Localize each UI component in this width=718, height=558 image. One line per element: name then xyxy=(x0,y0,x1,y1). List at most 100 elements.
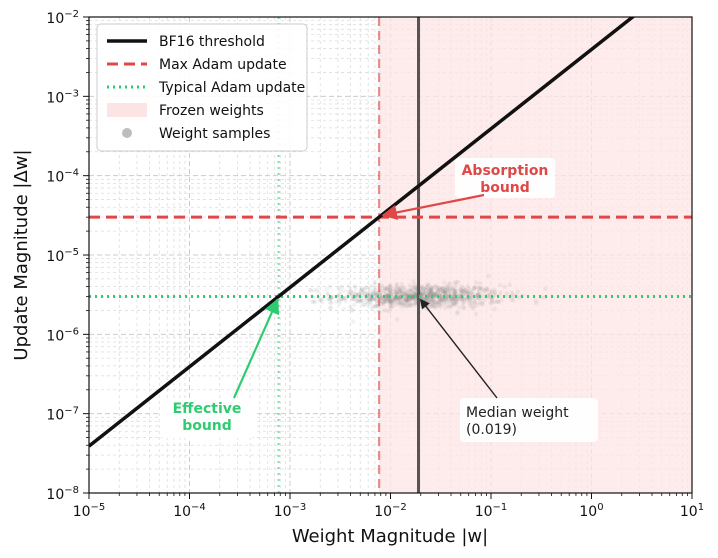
weight-sample-point xyxy=(395,299,400,304)
weight-sample-point xyxy=(405,297,410,303)
weight-sample-point xyxy=(399,304,404,309)
weight-sample-point xyxy=(352,289,357,294)
weight-sample-point xyxy=(336,298,341,304)
weight-sample-point xyxy=(355,293,360,299)
weight-sample-point xyxy=(329,300,334,305)
weight-sample-point xyxy=(406,300,411,305)
series-lines xyxy=(89,17,692,493)
weight-sample-point xyxy=(396,296,401,301)
weight-sample-point xyxy=(408,296,413,301)
weight-sample-point xyxy=(394,297,399,302)
weight-sample-point xyxy=(426,294,431,300)
weight-sample-point xyxy=(337,301,342,306)
weight-sample-point xyxy=(396,300,402,305)
weight-sample-point xyxy=(396,295,402,300)
weight-sample-point xyxy=(384,294,390,300)
weight-sample-point xyxy=(468,296,474,301)
weight-sample-point xyxy=(452,300,458,306)
weight-sample-point xyxy=(488,300,493,306)
weight-sample-point xyxy=(471,286,477,292)
weight-sample-point xyxy=(438,294,443,299)
absorption-label: Absorption xyxy=(462,163,549,179)
weight-sample-point xyxy=(454,297,459,302)
weight-sample-point xyxy=(464,287,469,293)
weight-sample-point xyxy=(409,297,415,302)
weight-sample-point xyxy=(489,290,495,295)
weight-sample-point xyxy=(507,282,512,287)
weight-sample-point xyxy=(412,297,418,302)
weight-sample-point xyxy=(437,286,442,291)
weight-sample-point xyxy=(404,297,409,302)
weight-sample-point xyxy=(431,291,436,296)
weight-sample-point xyxy=(451,301,456,306)
weight-sample-point xyxy=(458,296,463,302)
weight-sample-point xyxy=(399,300,404,306)
x-tick-label: 10−5 xyxy=(73,502,106,520)
weight-sample-point xyxy=(407,283,412,288)
weight-sample-point xyxy=(357,299,363,305)
weight-sample-point xyxy=(428,288,433,293)
weight-sample-point xyxy=(455,299,460,304)
weight-sample-point xyxy=(441,289,446,294)
weight-sample-point xyxy=(324,287,329,292)
weight-sample-point xyxy=(328,305,333,310)
weight-sample-point xyxy=(369,297,375,302)
weight-sample-point xyxy=(339,296,345,301)
weight-sample-point xyxy=(452,291,458,297)
weight-sample-point xyxy=(366,293,371,299)
weight-sample-point xyxy=(384,299,389,305)
weight-sample-point xyxy=(452,300,457,306)
weight-sample-point xyxy=(496,299,501,305)
weight-sample-point xyxy=(388,298,393,303)
weight-sample-point xyxy=(351,302,357,308)
weight-sample-point xyxy=(372,287,377,292)
weight-sample-point xyxy=(441,302,446,307)
weight-sample-point xyxy=(455,311,460,316)
weight-sample-point xyxy=(388,287,393,293)
weight-sample-point xyxy=(409,296,414,301)
weight-sample-point xyxy=(387,308,392,314)
weight-sample-point xyxy=(402,288,408,293)
weight-sample-point xyxy=(400,297,406,302)
weight-sample-point xyxy=(408,293,413,298)
weight-sample-point xyxy=(453,290,458,295)
weight-sample-point xyxy=(464,290,469,296)
weight-sample-point xyxy=(391,297,396,302)
weight-sample-point xyxy=(452,290,458,295)
weight-sample-point xyxy=(477,286,482,291)
y-axis-title: Update Magnitude |Δw| xyxy=(11,149,32,360)
weight-sample-point xyxy=(410,286,416,291)
weight-sample-point xyxy=(429,285,434,291)
weight-sample-point xyxy=(357,297,363,303)
weight-sample-point xyxy=(371,297,376,302)
weight-sample-point xyxy=(504,291,510,296)
weight-sample-point xyxy=(432,284,437,290)
weight-sample-point xyxy=(400,301,406,306)
weight-sample-point xyxy=(413,285,418,290)
weight-sample-point xyxy=(358,298,364,303)
weight-sample-point xyxy=(429,290,435,296)
weight-sample-point xyxy=(362,291,368,296)
weight-sample-point xyxy=(388,287,393,293)
weight-sample-point xyxy=(444,296,449,302)
weight-sample-point xyxy=(433,300,439,306)
legend-swatch-patch xyxy=(107,103,147,117)
weight-sample-point xyxy=(494,299,500,304)
weight-sample-point xyxy=(388,298,394,303)
weight-sample-point xyxy=(373,290,378,295)
weight-sample-point xyxy=(460,288,465,294)
weight-sample-point xyxy=(374,297,379,302)
weight-sample-point xyxy=(440,297,445,302)
weight-sample-point xyxy=(453,289,459,294)
weight-sample-point xyxy=(366,296,371,302)
weight-sample-point xyxy=(448,299,454,304)
weight-sample-point xyxy=(408,293,414,298)
weight-sample-point xyxy=(381,301,386,307)
weight-sample-point xyxy=(447,287,453,293)
weight-sample-point xyxy=(429,304,434,309)
weight-sample-point xyxy=(429,287,434,293)
weight-sample-point xyxy=(510,292,515,297)
weight-sample-point xyxy=(398,285,404,291)
weight-sample-point xyxy=(454,298,459,303)
weight-sample-point xyxy=(402,292,407,297)
